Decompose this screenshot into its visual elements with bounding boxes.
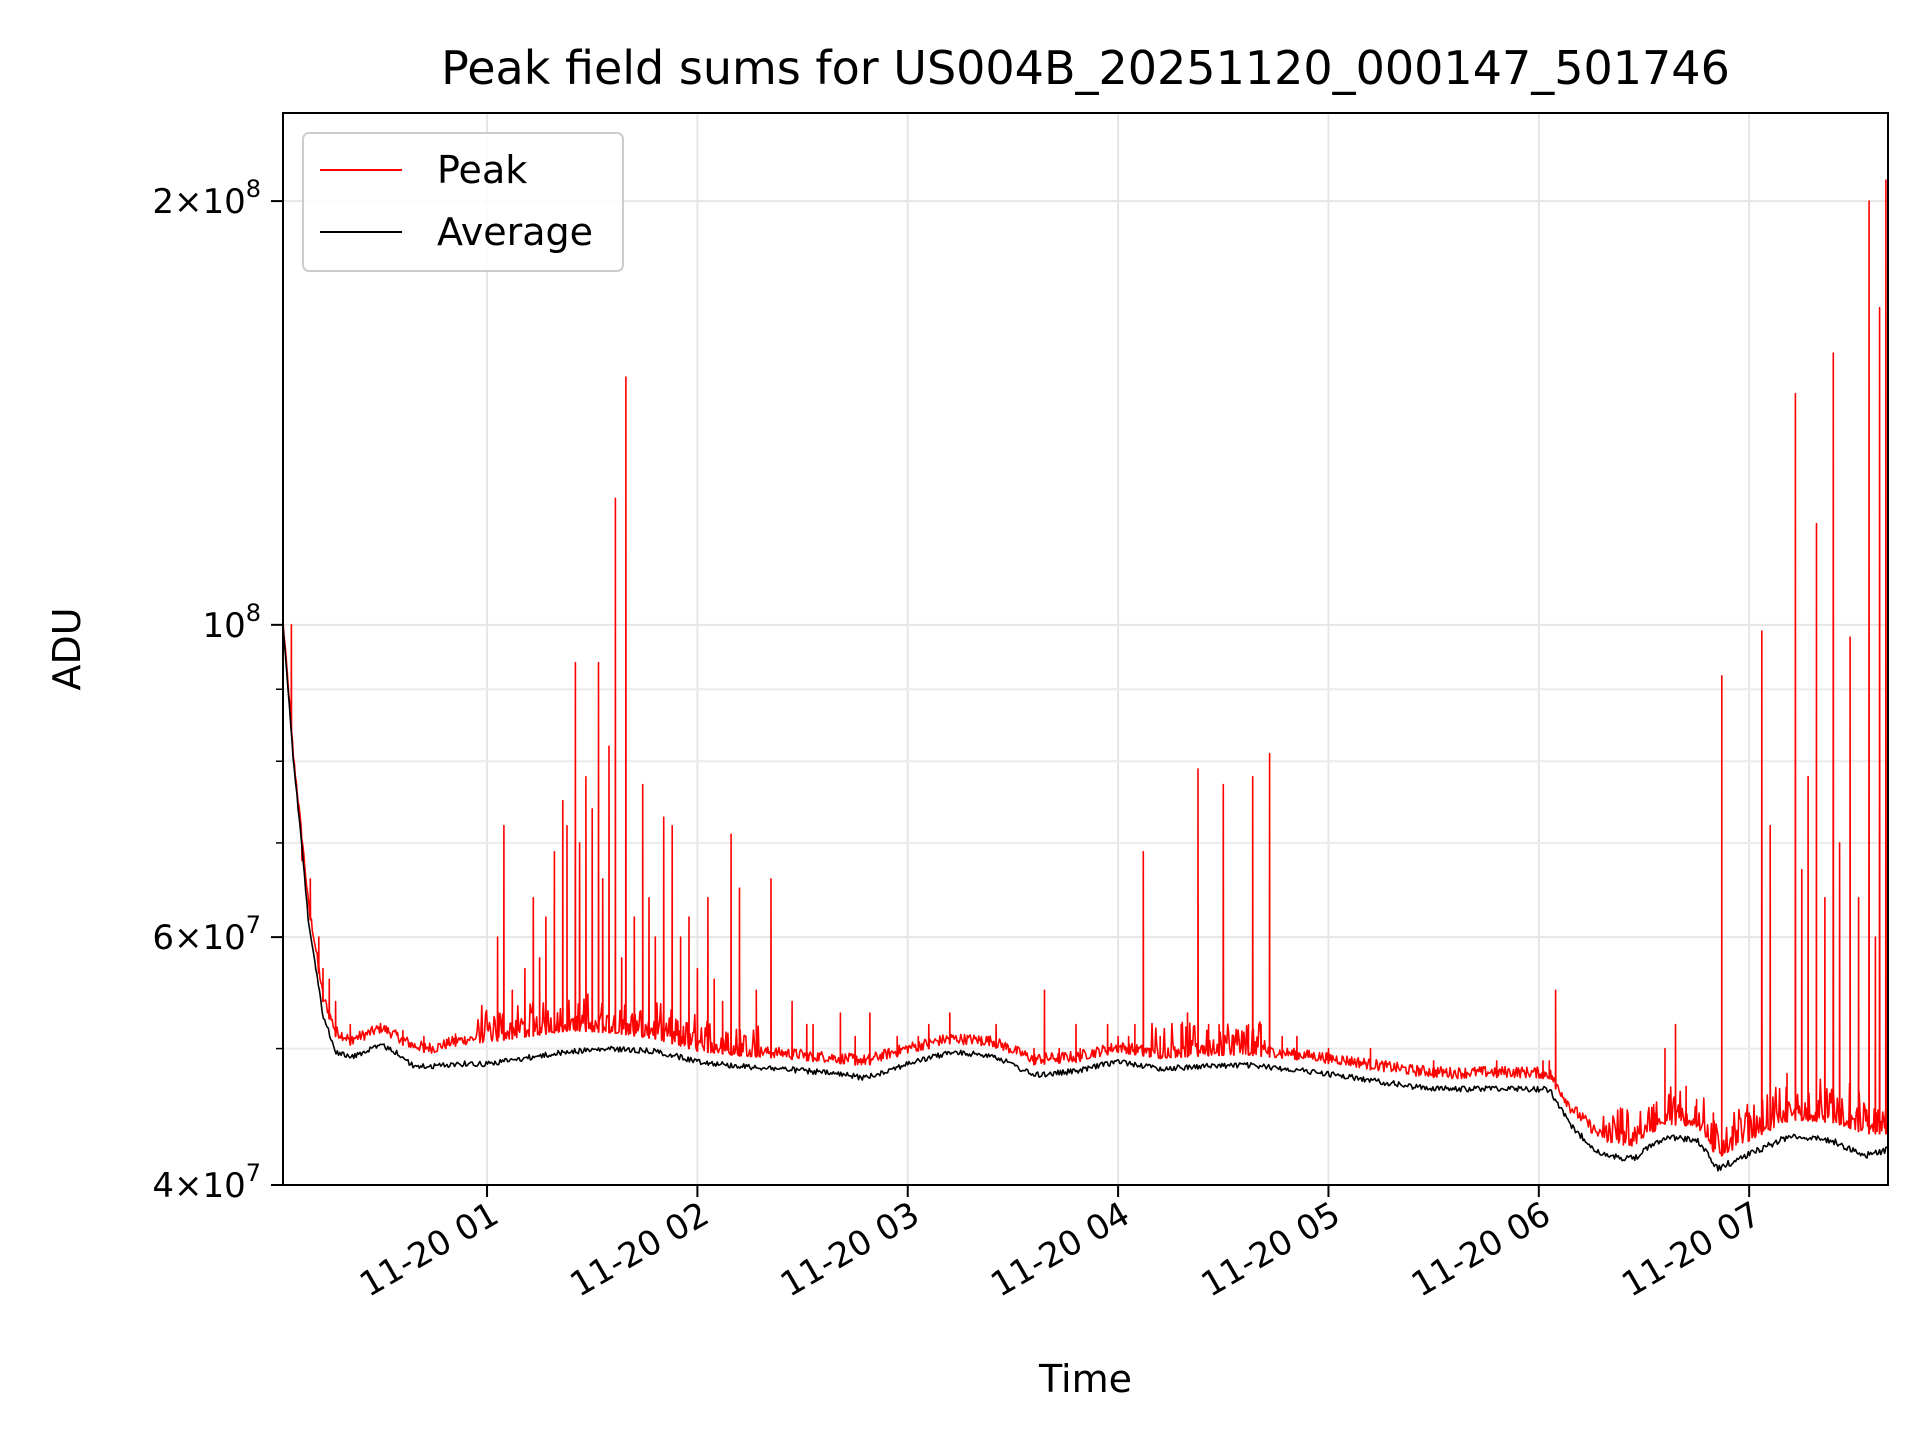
y-tick-label: 108 [202,599,261,646]
legend-label-peak: Peak [437,148,527,192]
axes-frame [282,112,1889,1186]
x-axis-label: Time [1038,1357,1132,1401]
y-tick-label: 4×107 [152,1159,261,1206]
y-axis-label: ADU [45,607,89,690]
y-tick-label: 2×108 [152,175,261,222]
average-series-line [283,626,1888,1172]
y-tick-label: 6×107 [152,911,261,958]
plot-series [283,179,1888,1172]
peak-series-line [283,179,1888,1157]
legend-box [302,132,624,272]
legend-label-average: Average [437,210,593,254]
legend: Peak Average [302,132,624,272]
chart-title: Peak field sums for US004B_20251120_0001… [441,41,1730,95]
